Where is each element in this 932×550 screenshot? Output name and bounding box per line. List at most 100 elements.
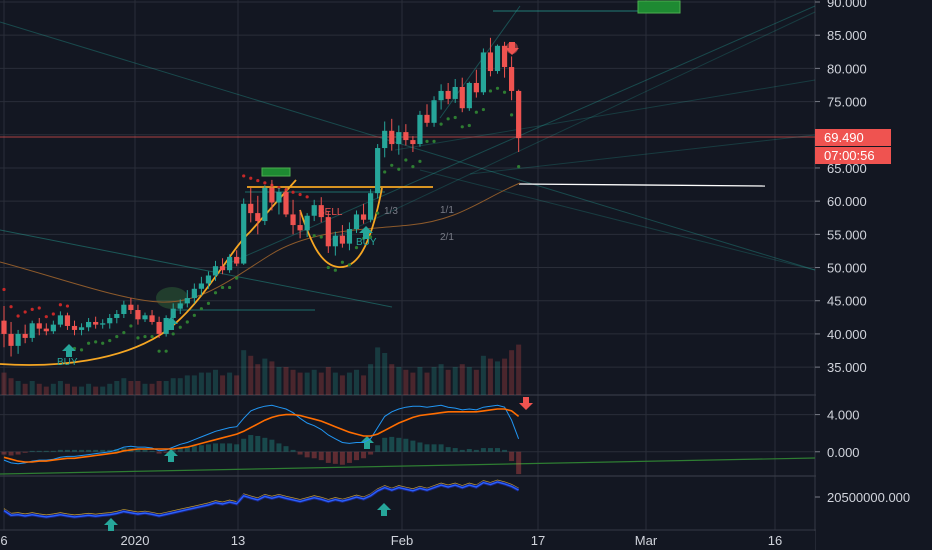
volume-bar — [191, 375, 197, 395]
candle — [100, 319, 106, 329]
candle-body — [71, 325, 78, 330]
time-axis[interactable]: 6 2020 13 Feb 17 Mar 16 — [0, 531, 815, 550]
candle — [290, 199, 296, 235]
candle — [170, 303, 176, 322]
macd-histogram-bar — [332, 451, 338, 464]
candle-body — [276, 191, 282, 203]
macd-histogram-bar — [100, 449, 106, 452]
price-tick-label: 85.000 — [827, 28, 867, 43]
candle-body — [290, 214, 296, 226]
candle-body — [121, 304, 127, 315]
volume-bar — [375, 347, 381, 395]
obv-panel[interactable] — [3, 479, 520, 519]
candle — [403, 124, 409, 146]
volume-bar — [184, 375, 190, 395]
volume-bar — [72, 386, 77, 395]
psar-dot — [263, 181, 267, 185]
volume-bar — [156, 381, 162, 395]
sell-signal-icon — [506, 42, 518, 54]
macd-histogram-bar — [382, 437, 388, 452]
macd-histogram-bar — [403, 438, 409, 452]
time-tick-label: 6 — [0, 533, 7, 548]
time-tick-label: Mar — [635, 533, 658, 548]
candle-body — [15, 333, 21, 346]
candlesticks[interactable] — [1, 37, 522, 357]
candle-body — [325, 217, 331, 247]
macd-histogram-bar — [438, 444, 444, 452]
volume-bar — [410, 372, 416, 395]
volume-bar — [332, 372, 338, 395]
macd-histogram-bar — [354, 451, 359, 461]
psar-dot — [326, 265, 330, 270]
price-axis[interactable]: 90.00085.00080.00075.00070.00065.00060.0… — [815, 0, 932, 550]
buy-arrow-icon — [360, 436, 374, 449]
psar-dot — [488, 89, 493, 93]
candle-body — [64, 315, 71, 326]
macd-histogram-bar — [227, 443, 233, 452]
candle — [29, 320, 35, 342]
macd-histogram-bar — [410, 440, 416, 452]
macd-histogram-bar — [36, 450, 42, 452]
macd-histogram-bar — [276, 443, 282, 452]
candle-body — [424, 114, 430, 123]
macd-histogram-bar — [290, 449, 296, 452]
candle — [234, 250, 240, 267]
candle — [431, 96, 437, 127]
annotation-label: 1/1 — [440, 205, 454, 216]
psar-dot — [460, 125, 464, 129]
macd-histogram-bar — [156, 451, 162, 454]
volume-bar — [354, 369, 359, 395]
macd-histogram-bar — [170, 449, 176, 452]
psar-dot — [220, 285, 225, 290]
candle-body — [36, 323, 42, 329]
macd-histogram-bar — [149, 450, 155, 452]
volume-bar — [382, 353, 388, 395]
buy-arrow-icon — [164, 317, 178, 330]
candle-body — [452, 86, 458, 99]
volume-bar — [325, 367, 331, 395]
volume-bar — [262, 358, 268, 395]
price-tick-label: 50.000 — [827, 261, 867, 276]
candle-body — [156, 321, 162, 334]
psar-dot — [87, 341, 91, 345]
candle-body — [516, 90, 522, 139]
psar-dot — [228, 285, 232, 290]
psar-dot — [171, 332, 175, 336]
macd-histogram-bar — [220, 443, 226, 452]
candle — [255, 195, 261, 235]
volume-bar — [22, 383, 28, 395]
candle — [50, 320, 56, 334]
psar-dot — [376, 211, 380, 215]
psar-dot — [397, 167, 401, 171]
macd-histogram-bar — [509, 451, 515, 462]
candle-body — [248, 203, 254, 214]
candle — [198, 276, 204, 296]
candle — [241, 198, 247, 265]
candle-body — [494, 45, 501, 72]
volume-bar — [142, 383, 148, 395]
psar-dot — [94, 340, 98, 344]
psar-dot — [2, 287, 6, 292]
obv-line — [3, 481, 519, 518]
volume-bar — [107, 383, 113, 395]
candle — [43, 323, 49, 336]
candle — [219, 258, 226, 275]
macd-histogram-bar — [375, 445, 381, 452]
volume-bar — [114, 381, 120, 395]
macd-histogram-bar — [325, 451, 331, 463]
psar-dot — [206, 301, 211, 305]
candle-body — [205, 275, 212, 284]
macd-histogram-bar — [452, 448, 458, 452]
psar-dot — [199, 307, 203, 311]
volume-bar — [318, 372, 324, 395]
candle — [86, 317, 92, 332]
candle — [248, 187, 254, 223]
volume-bar — [487, 358, 493, 395]
psar-dot — [453, 115, 457, 120]
volume-bar — [297, 372, 303, 395]
macd-panel[interactable] — [1, 404, 522, 475]
volume-bar — [459, 364, 465, 395]
last-price-text: 69.490 — [824, 130, 864, 145]
